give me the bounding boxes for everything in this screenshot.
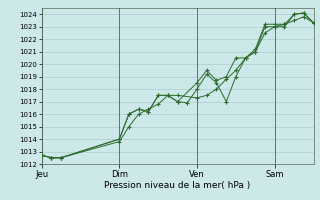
X-axis label: Pression niveau de la mer( hPa ): Pression niveau de la mer( hPa ) [104, 181, 251, 190]
